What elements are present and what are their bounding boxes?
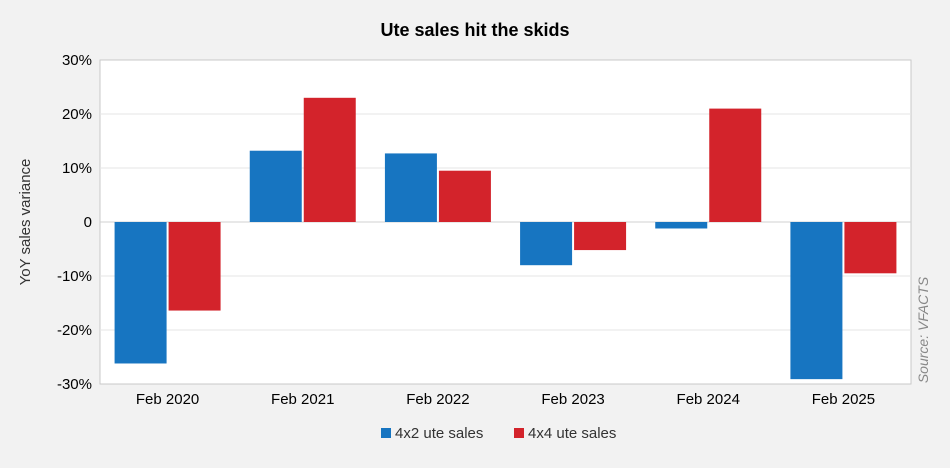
gridlines	[100, 113, 911, 331]
x-tick-label: Feb 2021	[271, 391, 334, 408]
legend-swatch-4x4-ute-sales	[514, 428, 524, 438]
legend-swatch-4x2-ute-sales	[381, 428, 391, 438]
y-tick-label: 20%	[62, 106, 92, 123]
x-tick-label: Feb 2023	[541, 391, 604, 408]
bars	[114, 97, 897, 380]
bar-4x4-ute-sales-feb-2020	[168, 222, 221, 311]
bar-4x2-ute-sales-feb-2025	[790, 222, 843, 380]
y-axis-ticks: 30% 20% 10% 0 -10% -20% -30%	[57, 52, 92, 393]
bar-4x2-ute-sales-feb-2023	[520, 222, 573, 266]
y-tick-label: 30%	[62, 52, 92, 69]
bar-4x2-ute-sales-feb-2024	[655, 222, 708, 229]
y-tick-label: 0	[84, 214, 92, 231]
bar-4x4-ute-sales-feb-2021	[303, 97, 356, 222]
x-tick-label: Feb 2025	[812, 391, 875, 408]
y-axis-label: YoY sales variance	[17, 159, 34, 286]
legend-label-4x4-ute-sales: 4x4 ute sales	[528, 425, 616, 442]
y-tick-label: 10%	[62, 160, 92, 177]
y-tick-label: -20%	[57, 322, 92, 339]
x-tick-label: Feb 2020	[136, 391, 199, 408]
x-tick-label: Feb 2024	[677, 391, 740, 408]
bar-4x2-ute-sales-feb-2022	[384, 153, 437, 222]
bar-4x2-ute-sales-feb-2021	[249, 150, 302, 222]
y-tick-label: -30%	[57, 376, 92, 393]
y-tick-label: -10%	[57, 268, 92, 285]
x-tick-label: Feb 2022	[406, 391, 469, 408]
bar-4x2-ute-sales-feb-2020	[114, 222, 167, 364]
source-note: Source: VFACTS	[915, 276, 931, 383]
bar-4x4-ute-sales-feb-2023	[574, 222, 627, 251]
chart-title: Ute sales hit the skids	[380, 20, 569, 40]
legend-label-4x2-ute-sales: 4x2 ute sales	[395, 425, 483, 442]
bar-4x4-ute-sales-feb-2024	[709, 108, 762, 222]
x-axis-ticks: Feb 2020 Feb 2021 Feb 2022 Feb 2023 Feb 2024…	[136, 391, 875, 408]
bar-4x4-ute-sales-feb-2022	[438, 170, 491, 222]
bar-4x4-ute-sales-feb-2025	[844, 222, 897, 274]
legend: 4x2 ute sales 4x4 ute sales	[381, 425, 616, 442]
